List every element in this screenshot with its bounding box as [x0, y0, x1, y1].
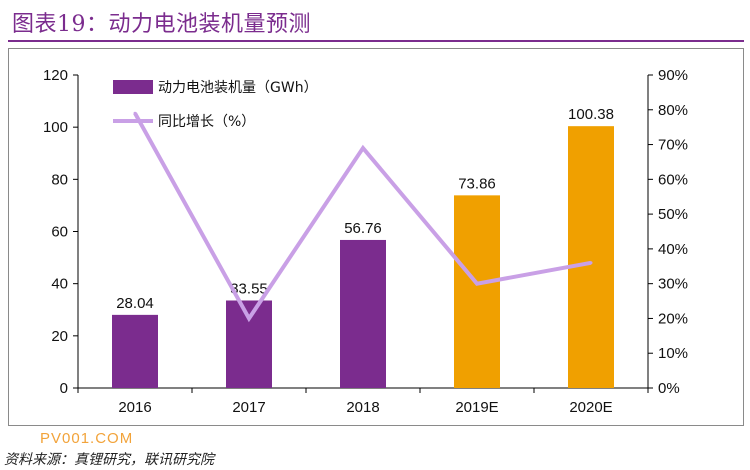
right-tick-label: 50% — [658, 206, 688, 223]
right-tick-label: 80% — [658, 102, 688, 119]
bar — [226, 300, 272, 388]
left-axis-ticks: 0 20 40 60 80 100 120 — [43, 67, 78, 397]
bar-value-label: 56.76 — [344, 220, 382, 237]
chart-title: 图表19：动力电池装机量预测 — [12, 12, 311, 37]
bar — [454, 195, 500, 388]
x-tick-label: 2018 — [346, 399, 379, 416]
right-tick-label: 30% — [658, 276, 688, 293]
bar — [568, 126, 614, 388]
right-tick-label: 60% — [658, 171, 688, 188]
growth-point — [361, 146, 365, 150]
chart-header: 图表19：动力电池装机量预测 — [0, 0, 750, 44]
line-series — [133, 111, 593, 323]
right-tick-label: 20% — [658, 310, 688, 327]
left-tick-label: 0 — [60, 380, 68, 397]
right-axis-ticks: 0% 10% 20% 30% 40% 50% 60% 70% 80% 90% — [648, 67, 688, 397]
left-tick-label: 120 — [43, 67, 68, 84]
x-tick-label: 2020E — [569, 399, 612, 416]
source-note: 资料来源：真锂研究，联讯研究院 — [4, 452, 214, 468]
growth-point — [589, 261, 593, 265]
left-tick-label: 60 — [51, 224, 68, 241]
left-tick-label: 20 — [51, 328, 68, 345]
left-tick-label: 40 — [51, 276, 68, 293]
left-tick-label: 80 — [51, 171, 68, 188]
right-tick-label: 90% — [658, 67, 688, 84]
bar-value-label: 28.04 — [116, 295, 154, 312]
x-tick-label: 2016 — [118, 399, 151, 416]
x-tick-label: 2019E — [455, 399, 498, 416]
bar-value-label: 73.86 — [458, 175, 496, 192]
right-tick-label: 0% — [658, 380, 680, 397]
bar-value-label: 33.55 — [230, 280, 268, 297]
bar — [340, 239, 386, 388]
legend-swatch-bar — [113, 80, 153, 94]
legend-label-line: 同比增长（%） — [158, 114, 255, 130]
x-axis-labels: 2016 2017 2018 2019E 2020E — [77, 388, 649, 416]
legend-label-bar: 动力电池装机量（GWh） — [158, 80, 318, 96]
right-tick-label: 40% — [658, 241, 688, 258]
right-tick-label: 70% — [658, 137, 688, 154]
right-tick-label: 10% — [658, 345, 688, 362]
title-divider — [8, 40, 744, 42]
growth-point — [475, 282, 479, 286]
chart-legend: 动力电池装机量（GWh） 同比增长（%） — [113, 80, 318, 130]
left-tick-label: 100 — [43, 119, 68, 136]
growth-point — [247, 316, 251, 320]
bar-series: 28.04 33.55 56.76 73.86 100.38 — [112, 106, 614, 388]
bar-value-label: 100.38 — [568, 106, 614, 123]
bar — [112, 314, 158, 388]
growth-point — [133, 111, 137, 115]
watermark: PV001.COM — [40, 430, 134, 447]
x-tick-label: 2017 — [232, 399, 265, 416]
